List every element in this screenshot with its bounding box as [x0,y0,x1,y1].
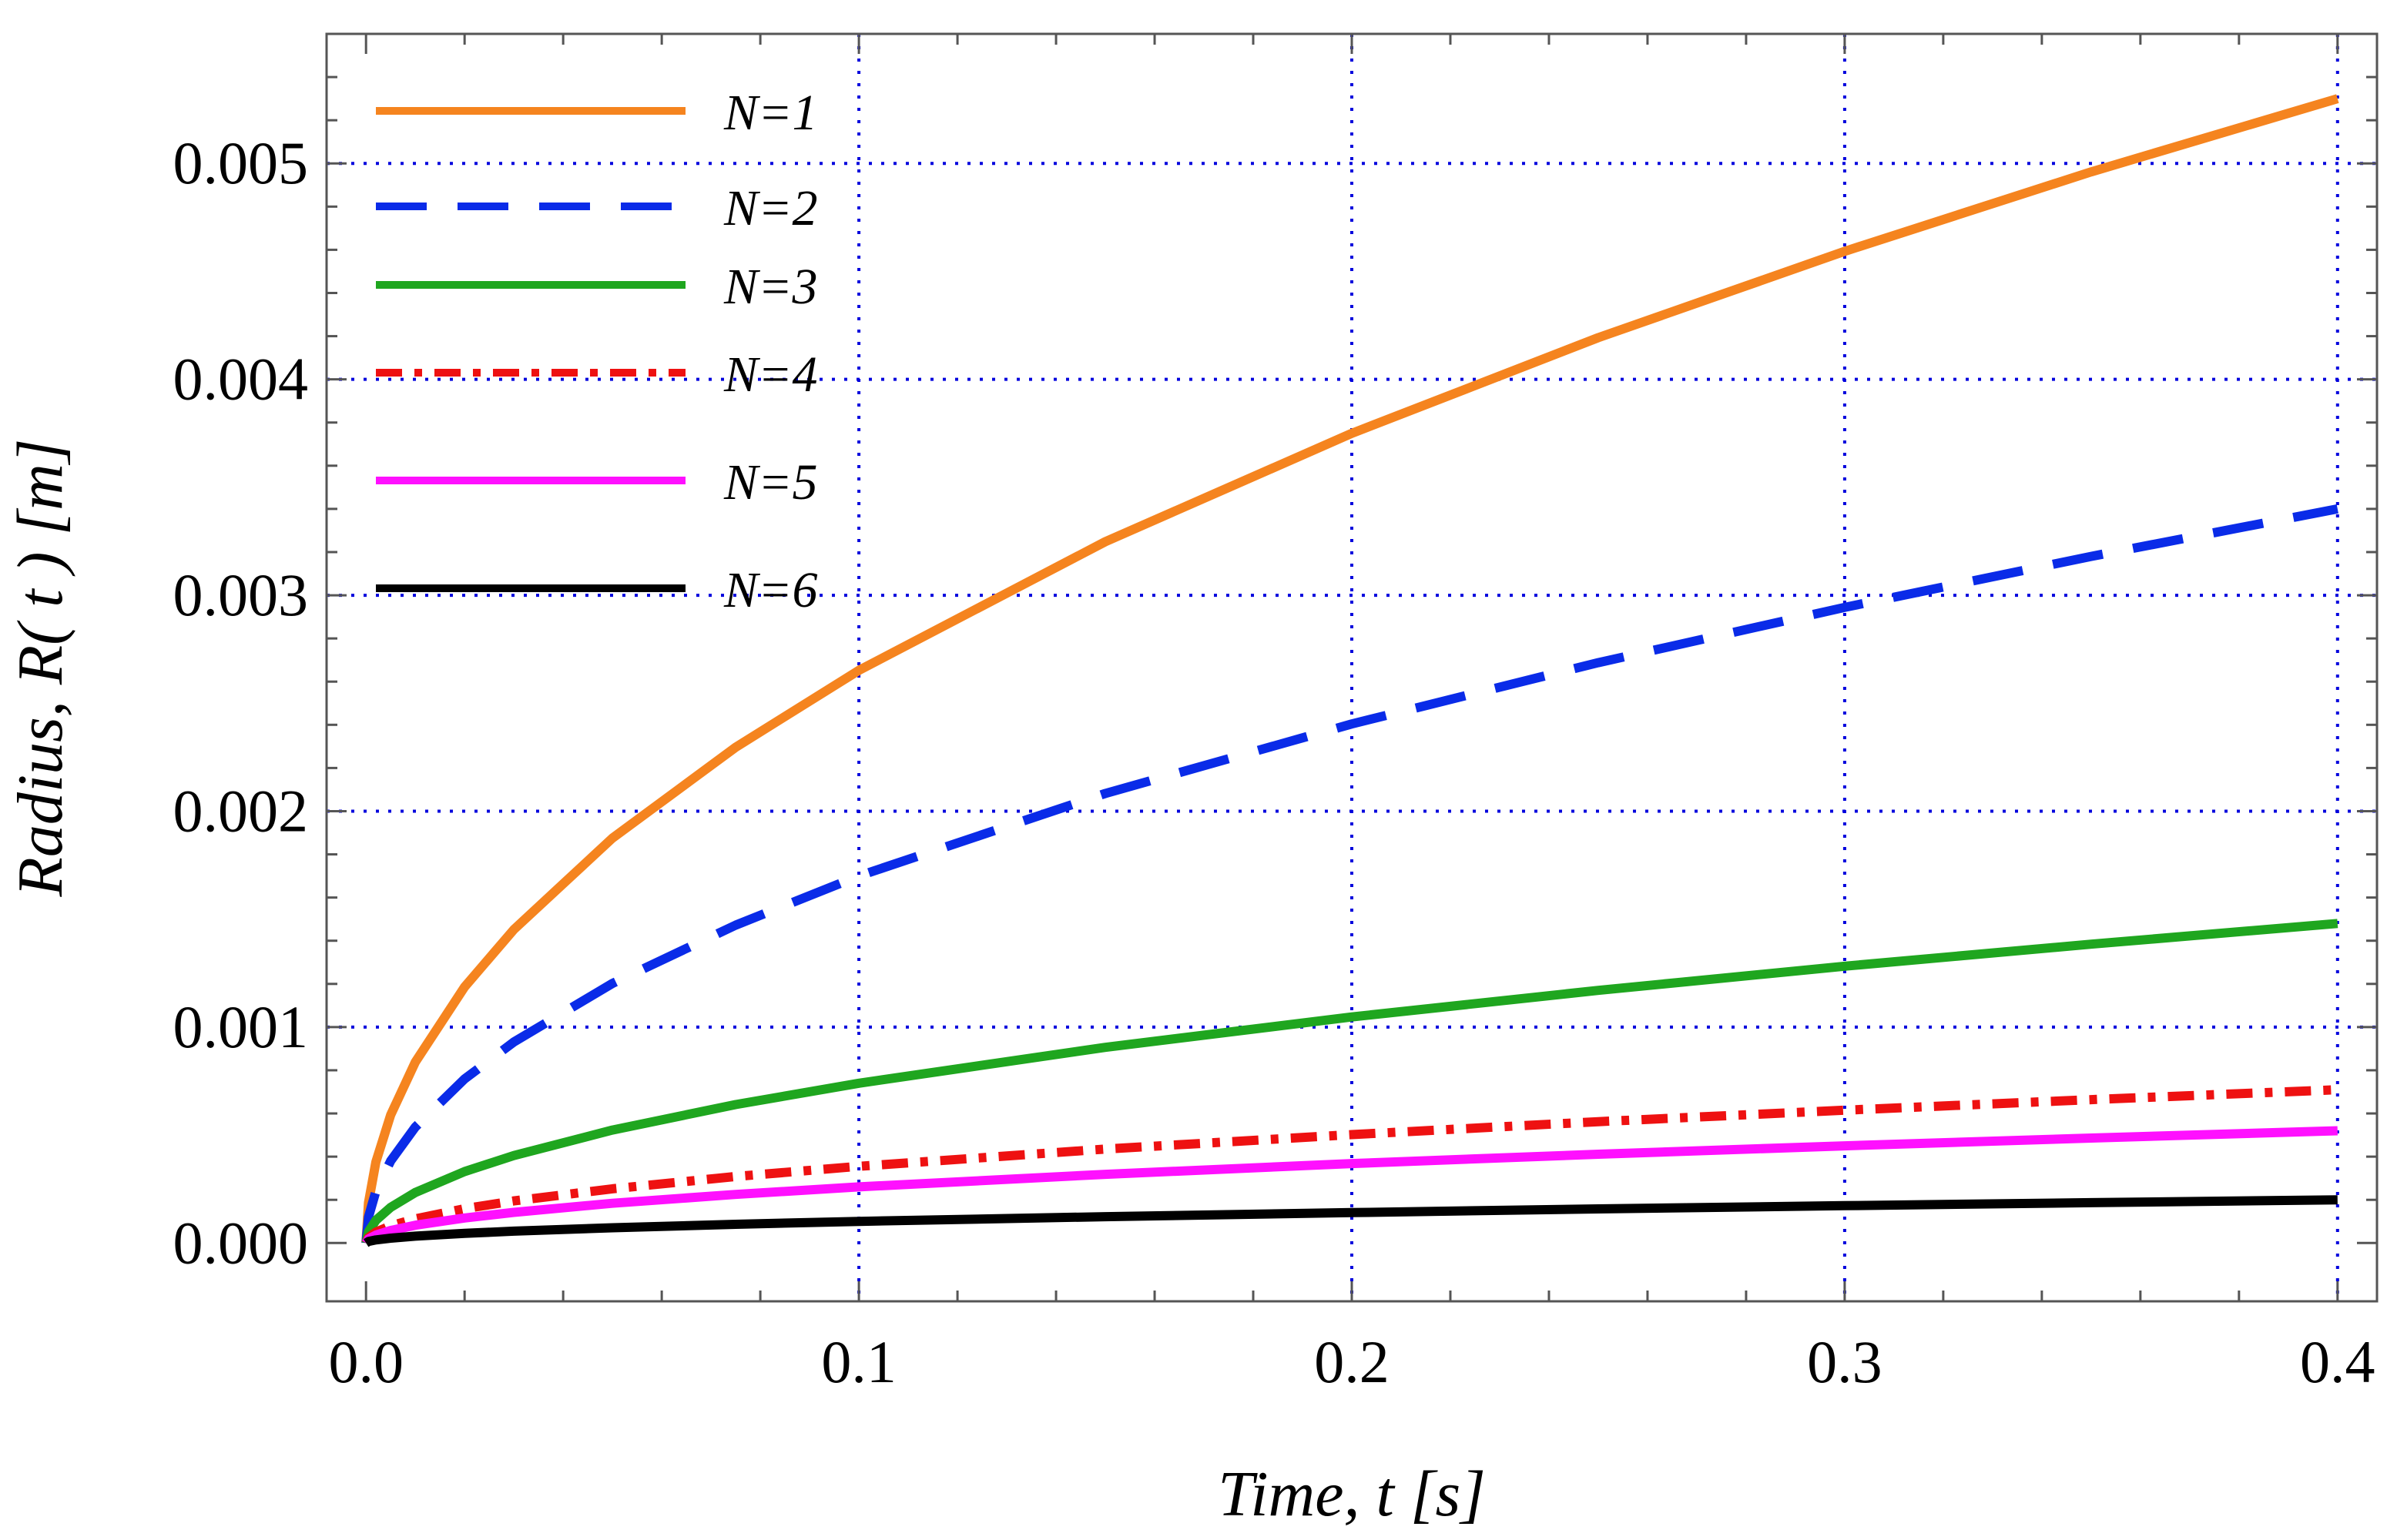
y-axis-title: Radius, R( t ) [m] [5,439,76,898]
series-line-2 [361,504,2338,1244]
y-tick-label: 0.003 [173,561,309,628]
x-tick-label: 0.1 [821,1328,897,1395]
legend-label-6: N=6 [723,562,818,618]
legend: N=1 N=2 N=3 N=4 N=5 N=6 [376,85,818,618]
x-tick-label: 0.4 [2300,1328,2375,1395]
series-line-6 [364,1195,2338,1247]
grid [327,34,2377,1301]
y-tick-label: 0.001 [173,993,309,1060]
y-tick-label: 0.005 [173,129,309,196]
x-tick-label: 0.3 [1807,1328,1882,1395]
series-line-3 [361,919,2338,1244]
legend-label-4: N=4 [723,346,818,403]
series-line-5 [362,1126,2338,1246]
y-tick-label: 0.000 [173,1209,309,1276]
legend-label-5: N=5 [723,454,818,511]
y-tick-label: 0.002 [173,777,309,844]
legend-label-3: N=3 [723,259,818,315]
series-line-1 [361,94,2339,1244]
ticks: 0.0 0.1 0.2 0.3 0.4 0.000 0.001 0.002 0.003 0.004… [173,32,2377,1395]
y-tick-label: 0.004 [173,346,309,413]
series-group [361,94,2339,1247]
x-tick-label: 0.0 [328,1328,404,1395]
legend-label-1: N=1 [723,85,818,141]
x-axis-title: Time, t [s] [1218,1458,1486,1530]
legend-label-2: N=2 [723,180,818,236]
x-tick-label: 0.2 [1314,1328,1390,1395]
